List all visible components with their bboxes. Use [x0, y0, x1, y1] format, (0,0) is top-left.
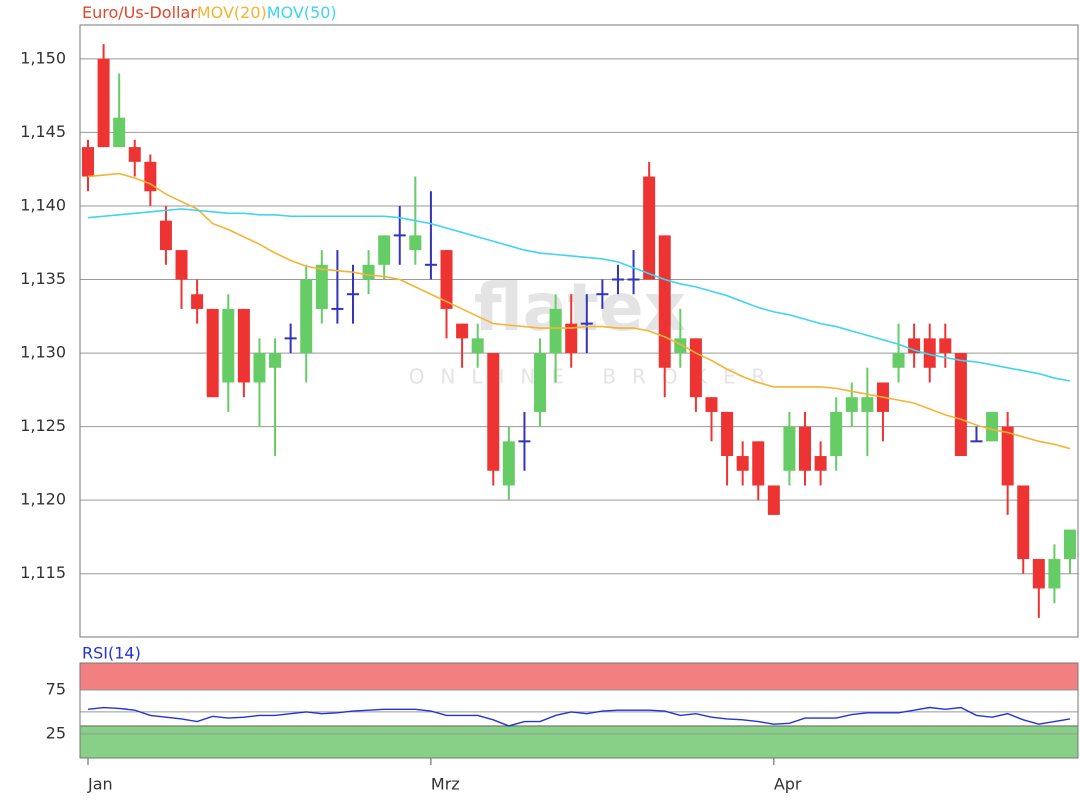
y-tick-label: 1,125 — [20, 416, 66, 435]
y-tick-label: 25 — [46, 723, 66, 742]
indicator-label: RSI(14) — [82, 644, 141, 663]
candle-body — [97, 58, 110, 148]
candle-body — [191, 294, 204, 309]
candle-body — [939, 338, 952, 354]
watermark: flatex — [474, 269, 686, 346]
candle-body — [253, 353, 266, 383]
candle-body — [113, 117, 126, 148]
candle-body — [175, 250, 188, 280]
candle-body — [1032, 559, 1045, 589]
candle-body — [565, 323, 578, 354]
candle-body — [783, 426, 796, 471]
y-tick-label: 1,135 — [20, 269, 66, 288]
candle-body — [128, 147, 141, 162]
x-tick-label: Jan — [87, 775, 113, 794]
moving-average — [87, 172, 1071, 450]
y-tick-label: 1,130 — [20, 343, 66, 362]
candle-body — [315, 264, 328, 309]
candle-body — [1017, 485, 1030, 560]
candle-body — [689, 338, 702, 398]
candle-body — [222, 308, 235, 383]
legend-entry: MOV(50) — [267, 3, 337, 22]
candle-body — [861, 397, 874, 412]
y-tick-label: 1,150 — [20, 48, 66, 67]
legend-entry: Euro/Us-Dollar — [82, 3, 197, 22]
band — [79, 725, 1079, 759]
candle-body — [487, 353, 500, 471]
candle-body — [206, 308, 219, 398]
candle-body — [237, 308, 250, 383]
y-tick-label: 75 — [46, 679, 66, 698]
candle-body — [799, 426, 812, 471]
candle-body — [954, 353, 967, 457]
candle-body — [705, 397, 718, 412]
candle-body — [534, 353, 547, 412]
candle-body — [830, 411, 843, 457]
band — [79, 662, 1079, 691]
candle-body — [269, 353, 282, 368]
candle-body — [362, 264, 375, 280]
candle-body — [923, 338, 936, 368]
candle-body — [300, 279, 313, 354]
candle-body — [144, 161, 157, 192]
candle-body — [658, 235, 671, 368]
candle-body — [736, 456, 749, 471]
candle-body — [721, 411, 734, 457]
y-tick-label: 1,145 — [20, 122, 66, 141]
candle-body — [409, 235, 422, 251]
legend: Euro/Us-DollarMOV(20)MOV(50) — [82, 3, 337, 22]
rsi-line — [87, 706, 1071, 727]
candle-body — [767, 485, 780, 515]
candle-body — [82, 147, 94, 177]
candle-body — [752, 441, 765, 486]
x-tick-label: Apr — [774, 775, 802, 794]
candle-body — [471, 338, 484, 354]
watermark-sub: ONLINE BROKER — [409, 365, 782, 389]
y-tick-label: 1,140 — [20, 195, 66, 214]
candle-body — [1064, 529, 1076, 560]
plot-border — [79, 662, 1079, 759]
candle-body — [1048, 559, 1061, 589]
candle-body — [986, 411, 999, 442]
candle-body — [643, 176, 656, 280]
x-tick-label: Mrz — [431, 775, 460, 794]
candle-body — [1001, 426, 1014, 486]
legend-entry: MOV(20) — [197, 3, 267, 22]
candle-body — [159, 220, 172, 251]
candle-body — [845, 397, 858, 412]
candle-body — [549, 308, 562, 354]
candle-body — [814, 456, 827, 471]
candle-body — [440, 250, 453, 309]
candle-body — [456, 323, 469, 339]
candle-body — [378, 235, 391, 265]
y-tick-label: 1,120 — [20, 490, 66, 509]
candle-body — [502, 441, 515, 486]
y-tick-label: 1,115 — [20, 563, 66, 582]
moving-average — [87, 208, 1071, 382]
plot-border — [79, 24, 1079, 638]
candle-body — [892, 353, 905, 368]
